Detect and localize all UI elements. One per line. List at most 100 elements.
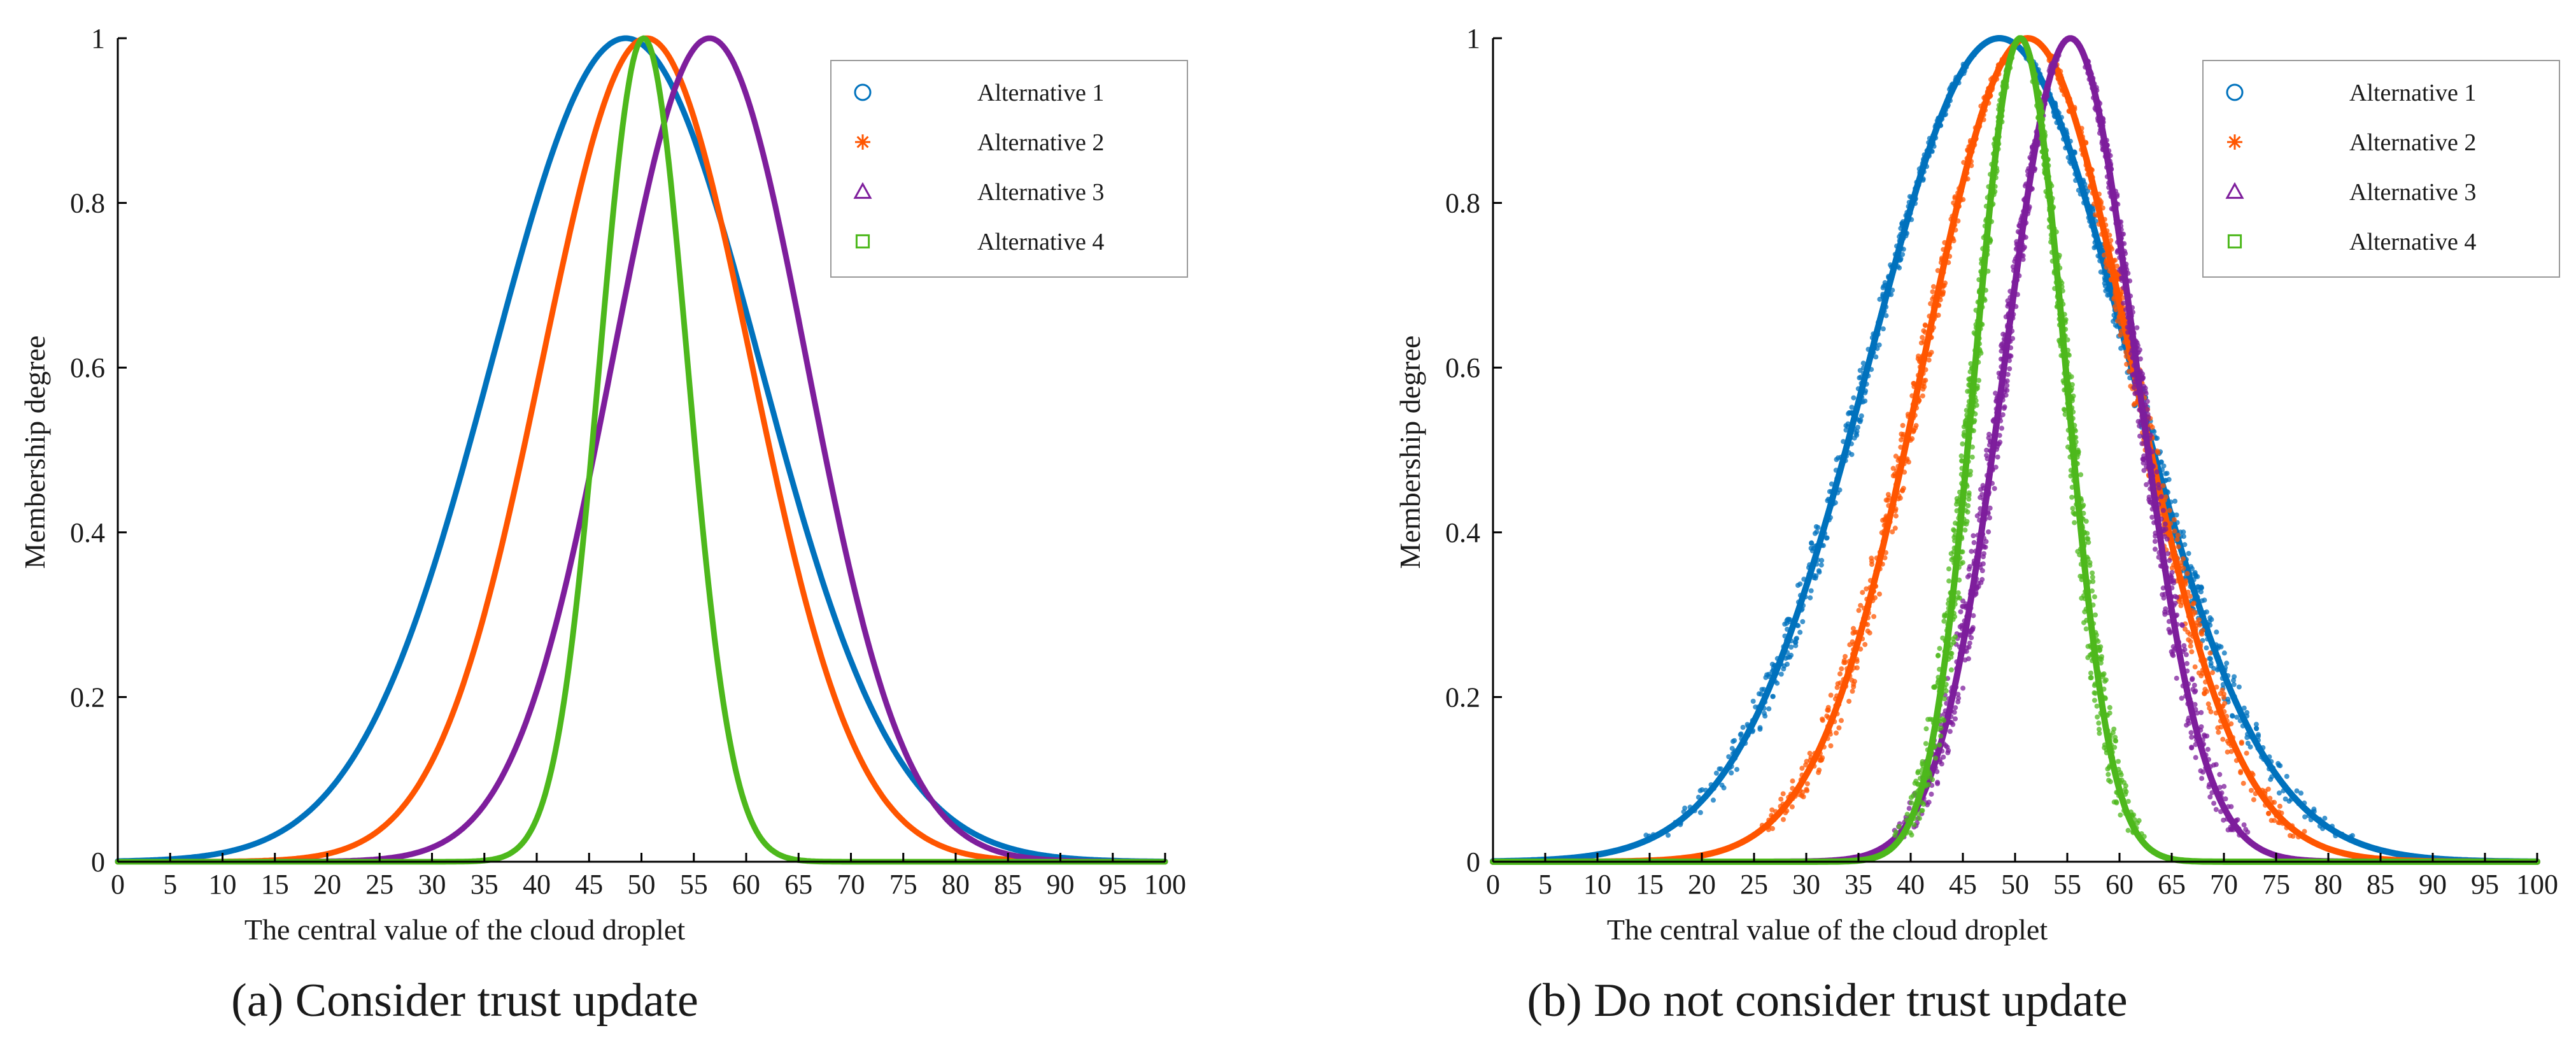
droplet-point xyxy=(2107,710,2112,716)
droplet-point xyxy=(1756,691,1762,697)
legend-marker-icon xyxy=(2226,83,2244,101)
droplet-point xyxy=(1850,652,1855,657)
droplet-point xyxy=(1788,645,1794,650)
droplet-point xyxy=(1798,777,1804,783)
droplet-point xyxy=(2052,243,2058,249)
droplet-point xyxy=(2148,423,2153,428)
droplet-point xyxy=(2086,597,2092,603)
droplet-point xyxy=(2048,211,2054,217)
droplet-point xyxy=(1982,223,1988,229)
droplet-point xyxy=(2204,689,2209,694)
droplet-point xyxy=(2286,798,2292,804)
droplet-point xyxy=(2290,833,2296,839)
x-tick-label: 85 xyxy=(994,869,1022,900)
droplet-point xyxy=(1997,125,2002,131)
droplet-point xyxy=(2202,657,2208,663)
droplet-point xyxy=(2156,482,2162,487)
droplet-point xyxy=(1809,548,1815,553)
droplet-point xyxy=(2081,200,2086,206)
droplet-point xyxy=(1941,283,1947,289)
droplet-point xyxy=(1778,671,1784,677)
droplet-point xyxy=(1762,699,1768,705)
droplet-point xyxy=(1969,454,1975,460)
droplet-point xyxy=(2048,217,2053,223)
droplet-point xyxy=(2087,204,2093,210)
axes-b: 0 5 10 15 20 25 30 35 40 45 50 55 60 65 70 75 80 85 90 95 10… xyxy=(1445,23,2558,900)
droplet-point xyxy=(2218,718,2223,724)
x-tick-label: 80 xyxy=(2314,869,2342,900)
droplet-point xyxy=(1882,530,1888,536)
droplet-point xyxy=(1947,253,1953,259)
legend-item: Alternative 1 xyxy=(2226,80,2476,106)
droplet-point xyxy=(2144,482,2149,487)
droplet-point xyxy=(1966,159,1972,164)
droplet-point xyxy=(1925,717,1931,722)
droplet-point xyxy=(2158,516,2164,522)
droplet-point xyxy=(1882,517,1888,523)
droplet-point xyxy=(1914,388,1920,394)
droplet-cloud xyxy=(1892,52,2251,840)
droplet-point xyxy=(1968,379,1974,385)
droplet-point xyxy=(2038,119,2044,125)
droplet-point xyxy=(2249,732,2254,738)
droplet-point xyxy=(1797,581,1803,587)
droplet-point xyxy=(1853,431,1859,436)
droplet-point xyxy=(2123,307,2128,313)
droplet-point xyxy=(1988,76,1993,82)
droplet-point xyxy=(2070,462,2076,467)
droplet-point xyxy=(2069,374,2074,380)
droplet-point xyxy=(1978,326,1983,332)
droplet-point xyxy=(2228,743,2234,748)
droplet-point xyxy=(2267,796,2273,801)
x-tick-label: 60 xyxy=(2105,869,2134,900)
droplet-point xyxy=(2118,219,2124,225)
droplet-point xyxy=(2254,726,2260,731)
droplet-point xyxy=(2126,299,2132,305)
droplet-point xyxy=(1924,148,1930,153)
droplet-point xyxy=(1825,715,1831,720)
droplet-point xyxy=(2276,790,2282,796)
droplet-point xyxy=(1808,595,1813,601)
droplet-point xyxy=(2123,251,2128,257)
droplet-point xyxy=(2090,190,2095,196)
droplet-point xyxy=(2097,123,2102,129)
droplet-point xyxy=(2106,778,2111,783)
droplet-point xyxy=(1958,525,1964,531)
droplet-point xyxy=(1972,331,1978,337)
droplet-point xyxy=(1850,689,1855,694)
droplet-point xyxy=(2056,322,2062,328)
droplet-point xyxy=(2130,821,2136,826)
droplet-point xyxy=(2097,727,2102,732)
droplet-point xyxy=(1966,490,1972,496)
droplet-point xyxy=(1750,729,1755,734)
droplet-point xyxy=(1969,365,1975,371)
droplet-point xyxy=(1857,635,1862,641)
droplet-point xyxy=(1862,390,1868,396)
droplet-point xyxy=(1951,528,1957,534)
droplet-point xyxy=(2086,64,2092,70)
droplet-point xyxy=(1773,678,1778,684)
droplet-point xyxy=(2070,398,2075,404)
droplet-point xyxy=(2302,829,2307,834)
droplet-point xyxy=(1827,489,1832,494)
droplet-point xyxy=(1998,356,2004,362)
droplet-point xyxy=(1860,590,1865,596)
droplet-point xyxy=(2088,166,2094,172)
droplet-point xyxy=(2171,580,2176,586)
droplet-point xyxy=(2112,290,2118,296)
droplet-point xyxy=(2056,275,2062,281)
droplet-point xyxy=(1681,809,1687,815)
droplet-point xyxy=(1900,246,1906,252)
droplet-point xyxy=(2134,390,2140,396)
droplet-point xyxy=(2187,632,2193,637)
droplet-point xyxy=(2198,589,2204,595)
droplet-point xyxy=(1984,453,1990,459)
droplet-point xyxy=(2190,623,2196,629)
droplet-point xyxy=(2180,649,2186,654)
droplet-point xyxy=(1682,813,1688,819)
droplet-point xyxy=(1926,357,1932,363)
droplet-point xyxy=(2058,115,2064,120)
droplet-point xyxy=(1835,490,1841,496)
droplet-point xyxy=(1809,540,1815,546)
droplet-point xyxy=(1834,693,1839,699)
